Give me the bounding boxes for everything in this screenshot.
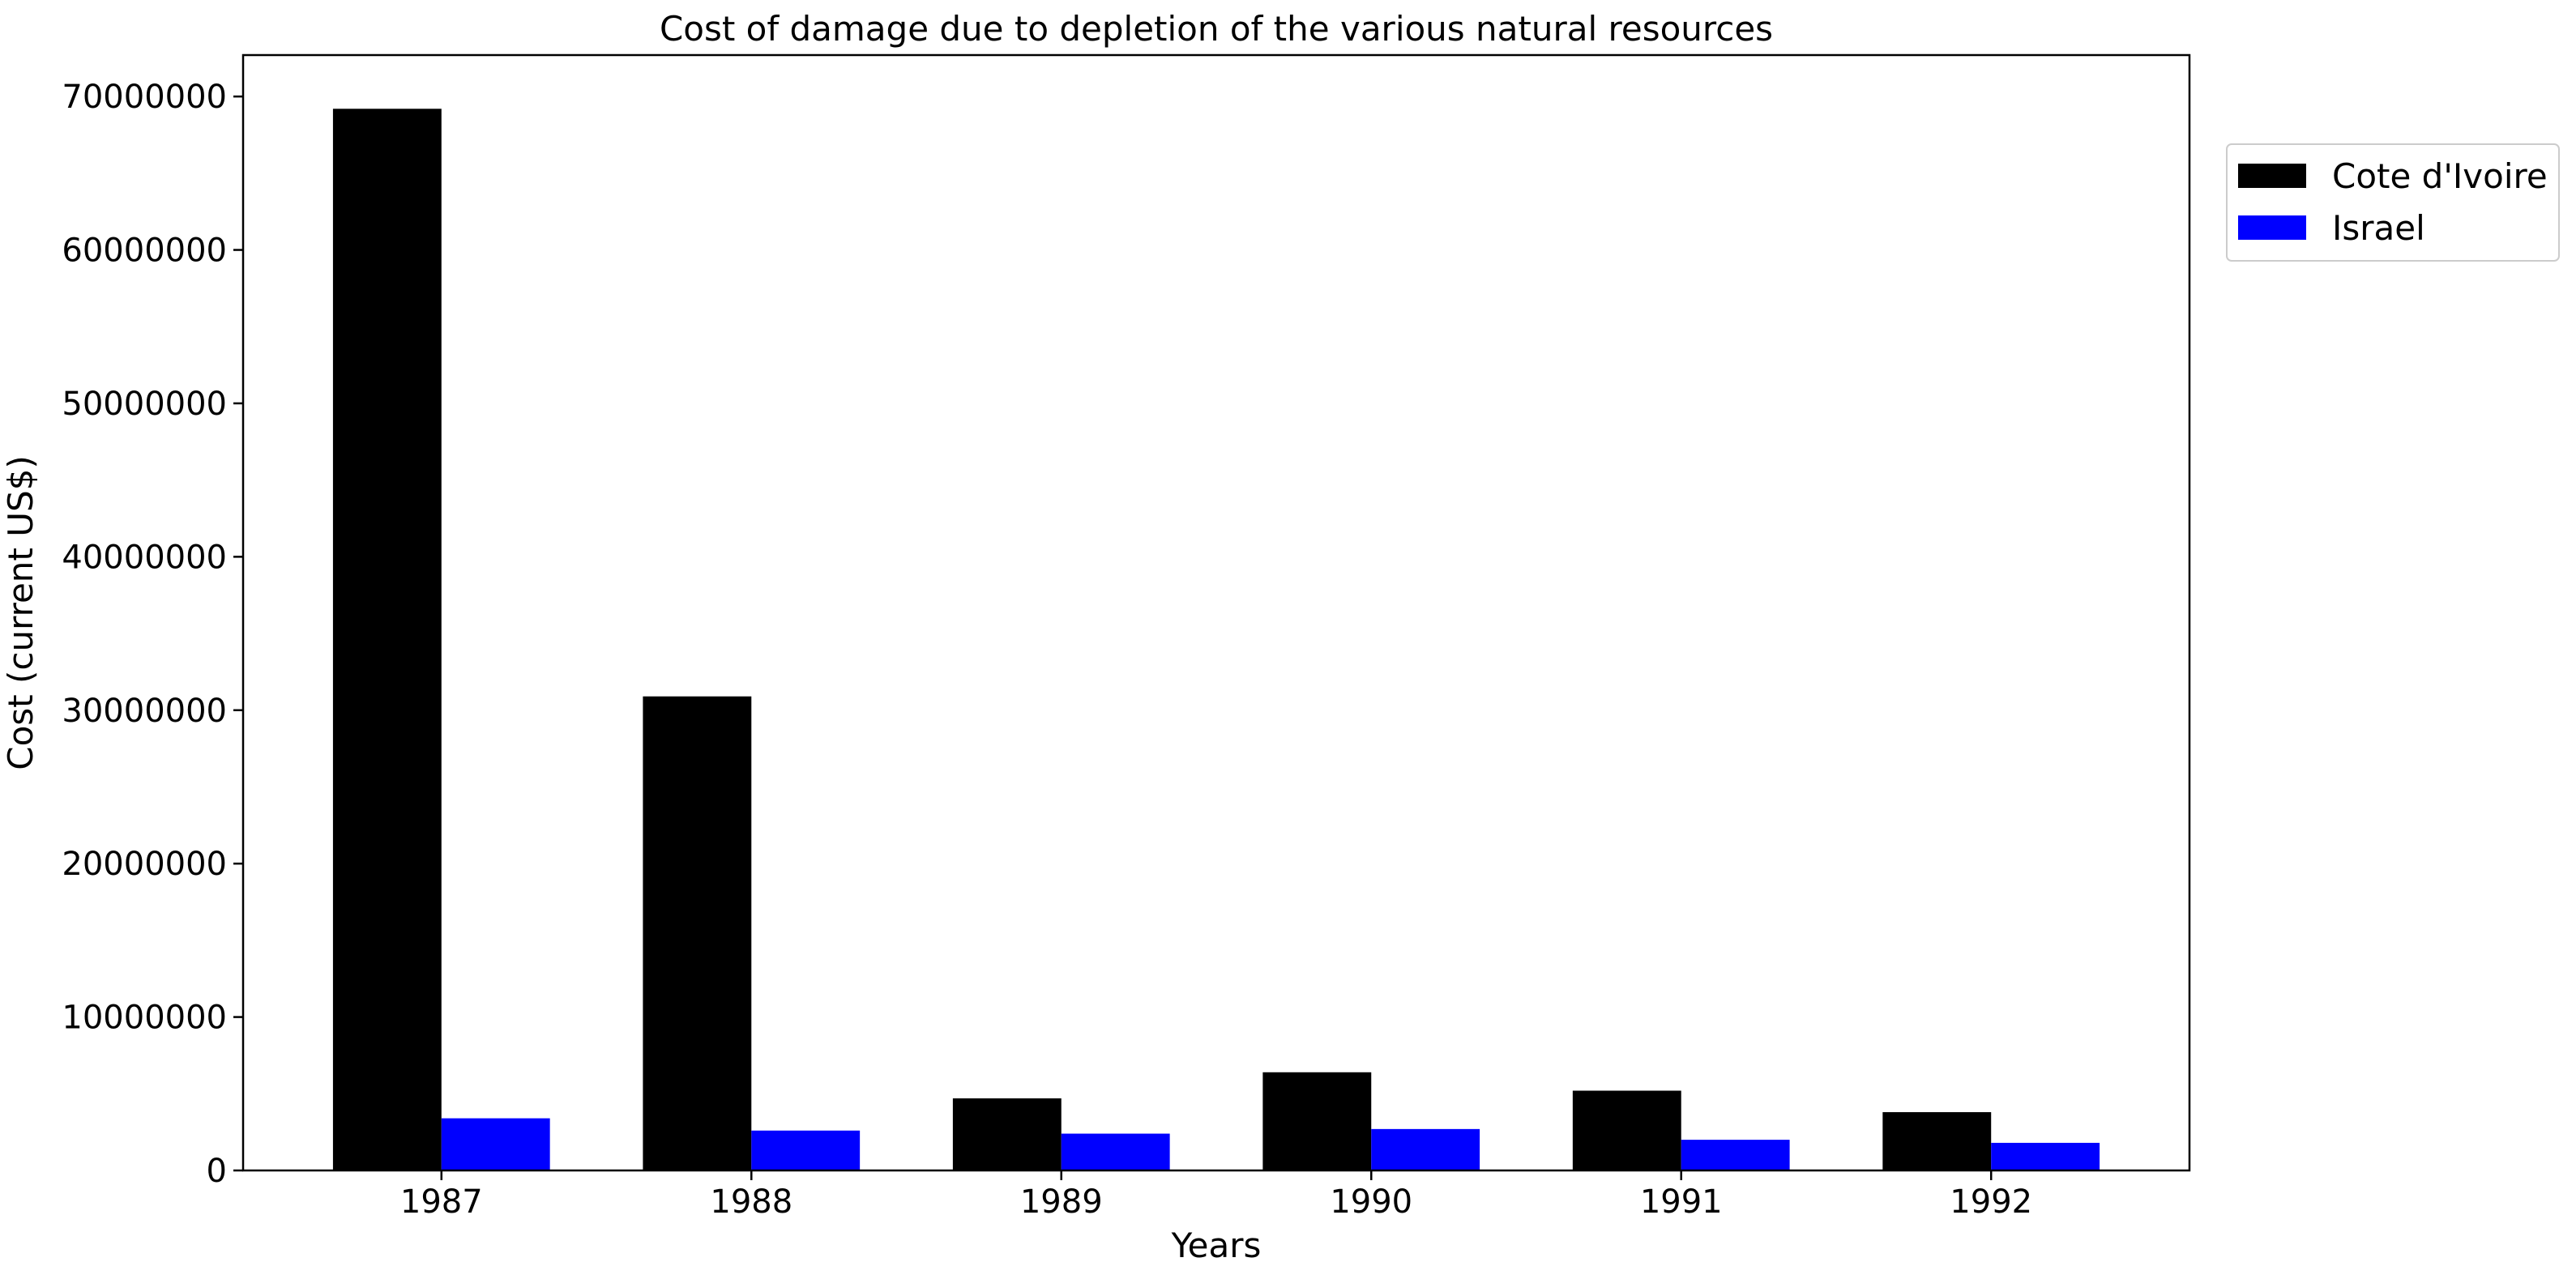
bar-israel-1992	[1991, 1142, 2100, 1170]
x-axis: 1987 1988 1989 1990 1991 1992	[400, 1170, 2032, 1221]
y-tick-label: 30000000	[62, 693, 227, 730]
legend-label: Israel	[2332, 208, 2425, 248]
bar-cote-d-ivoire-1992	[1882, 1112, 1992, 1170]
x-tick-label: 1987	[400, 1183, 483, 1221]
legend-swatch	[2238, 215, 2306, 240]
legend: Cote d'Ivoire Israel	[2226, 143, 2560, 262]
bar-cote-d-ivoire-1989	[952, 1098, 1062, 1170]
legend-swatch	[2238, 164, 2306, 188]
y-tick-label: 70000000	[62, 79, 227, 116]
legend-label: Cote d'Ivoire	[2332, 156, 2548, 196]
bar-israel-1988	[751, 1130, 861, 1170]
bar-israel-1987	[441, 1118, 550, 1170]
bar-cote-d-ivoire-1987	[332, 109, 442, 1171]
y-tick-label: 40000000	[62, 539, 227, 576]
bar-israel-1990	[1371, 1128, 1480, 1170]
plot-area-frame	[241, 53, 2191, 1172]
x-tick-label: 1991	[1640, 1183, 1723, 1221]
y-tick-label: 60000000	[62, 232, 227, 270]
bars-group	[332, 109, 2100, 1171]
x-tick-label: 1992	[1950, 1183, 2032, 1221]
y-axis-label: Cost (current US$)	[1, 455, 41, 770]
x-tick-label: 1988	[710, 1183, 792, 1221]
bar-cote-d-ivoire-1990	[1262, 1072, 1372, 1170]
chart-title: Cost of damage due to depletion of the v…	[660, 9, 1773, 49]
x-tick-label: 1990	[1330, 1183, 1412, 1221]
y-tick-label: 50000000	[62, 386, 227, 423]
bar-cote-d-ivoire-1991	[1572, 1090, 1681, 1170]
bar-cote-d-ivoire-1988	[643, 696, 752, 1170]
legend-frame	[2226, 143, 2560, 262]
y-axis: 0 10000000 20000000 30000000 40000000 5000000…	[62, 79, 243, 1190]
y-tick-label: 10000000	[62, 1000, 227, 1037]
bar-israel-1991	[1681, 1140, 1790, 1170]
y-tick-label: 0	[207, 1153, 227, 1190]
bar-israel-1989	[1061, 1133, 1170, 1170]
x-tick-label: 1989	[1020, 1183, 1103, 1221]
x-axis-label: Years	[1171, 1226, 1262, 1265]
y-tick-label: 20000000	[62, 846, 227, 883]
